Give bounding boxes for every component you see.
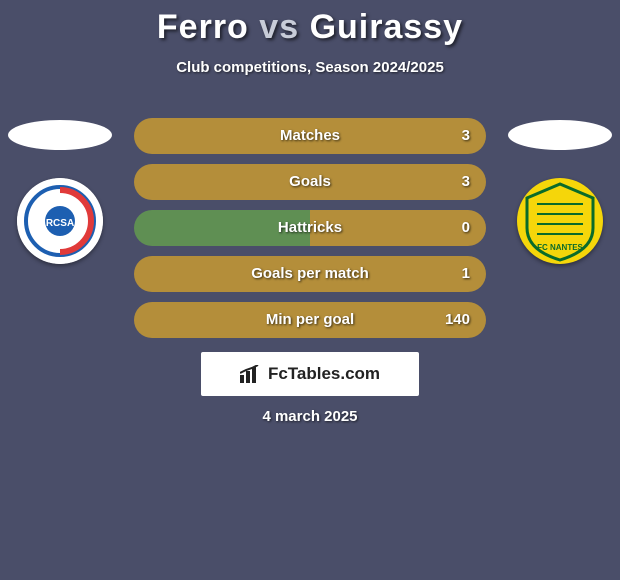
player2-column: FC NANTES	[504, 118, 616, 264]
stats-panel: Matches3Goals3Hattricks0Goals per match1…	[134, 118, 486, 348]
svg-text:RCSA: RCSA	[46, 218, 74, 229]
stat-value-right: 3	[462, 164, 470, 200]
player2-photo-placeholder	[506, 118, 614, 152]
player1-column: RCSA	[4, 118, 116, 264]
stat-row: Goals per match1	[134, 256, 486, 292]
player2-name: Guirassy	[310, 8, 464, 46]
player2-club-crest: FC NANTES	[517, 178, 603, 264]
player1-name: Ferro	[157, 8, 249, 46]
player1-club-crest: RCSA	[17, 178, 103, 264]
subtitle: Club competitions, Season 2024/2025	[0, 59, 620, 76]
svg-text:FC NANTES: FC NANTES	[537, 243, 583, 252]
stat-row: Goals3	[134, 164, 486, 200]
stat-value-right: 0	[462, 210, 470, 246]
stat-value-right: 3	[462, 118, 470, 154]
brand-badge: FcTables.com	[201, 352, 419, 396]
date-label: 4 march 2025	[0, 408, 620, 425]
stat-value-right: 140	[445, 302, 470, 338]
stat-row: Hattricks0	[134, 210, 486, 246]
stat-label: Min per goal	[134, 302, 486, 338]
stat-label: Matches	[134, 118, 486, 154]
stat-label: Goals per match	[134, 256, 486, 292]
stat-label: Hattricks	[134, 210, 486, 246]
bar-chart-icon	[240, 365, 262, 383]
player1-photo-placeholder	[6, 118, 114, 152]
stat-label: Goals	[134, 164, 486, 200]
stat-value-right: 1	[462, 256, 470, 292]
vs-label: vs	[259, 8, 299, 46]
page-title: Ferro vs Guirassy	[0, 0, 620, 47]
brand-text: FcTables.com	[268, 364, 380, 384]
stat-row: Matches3	[134, 118, 486, 154]
stat-row: Min per goal140	[134, 302, 486, 338]
